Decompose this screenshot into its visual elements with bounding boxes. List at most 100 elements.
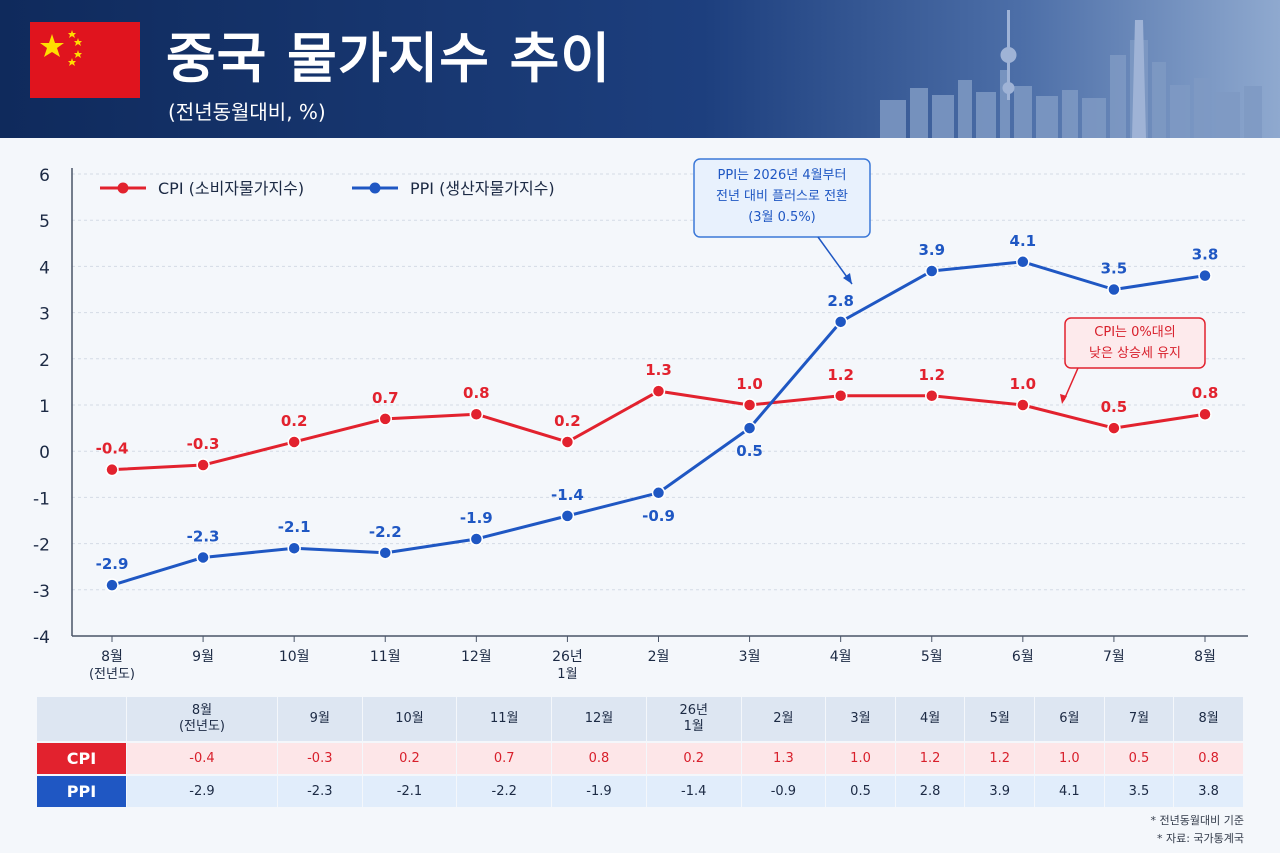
table-header-text: 6월 [1059,711,1080,726]
y-tick-label: 0 [39,443,50,463]
y-tick-label: -1 [33,489,50,509]
data-point-ppi [196,550,210,565]
table-header-text: 7월 [1128,711,1150,726]
data-point-cpi [1107,421,1121,435]
legend: CPI (소비자물가지수) PPI (생산자물가지수) [100,179,555,198]
table-cell: 0.5 [826,774,896,807]
x-tick-label: 8월 [1194,649,1216,665]
table-cell: 2.8 [895,774,966,807]
annotation-arrowhead-ppi [843,273,852,284]
table-cell: 1.2 [965,741,1036,774]
annotation-arrowhead-cpi [1060,394,1067,404]
table-header-cell: 7월 [1104,697,1175,741]
footnote-source: * 자료: 국가통계국 [1156,832,1244,845]
data-label-cpi: 1.3 [645,361,672,379]
data-label-ppi: 4.1 [1010,232,1037,250]
table-row: CPI -0.4 -0.3 0.2 0.7 0.8 0.2 1.3 1.0 1.2 1.2 1.0 0.… [37,741,1244,774]
data-point-cpi [833,389,848,403]
x-tick-label: 9월 [192,649,214,665]
table-cell: 0.2 [646,741,742,774]
data-label-ppi: -1.9 [460,509,493,527]
data-point-cpi [287,435,301,449]
data-label-ppi: -2.1 [278,518,311,536]
data-label-ppi: 3.9 [918,241,945,259]
table-cell: 0.8 [552,741,647,774]
data-label-cpi: 0.2 [554,412,581,430]
table-row-label: CPI [37,741,127,774]
x-tick-label: 7월 [1103,649,1125,665]
data-point-cpi [1198,407,1212,421]
data-point-cpi [378,412,392,426]
data-label-ppi: -2.9 [96,555,129,573]
table-cell: 0.8 [1174,741,1244,774]
annotation-text-ppi: PPI는 2026년 4월부터 [718,168,847,183]
data-label-cpi: 0.8 [1192,384,1219,402]
table-header-text: 5월 [989,711,1010,726]
table-header-text: (전년도) [178,719,225,734]
data-label-cpi: 1.0 [1010,375,1037,393]
table-cell: -0.4 [127,741,278,774]
footnotes: * 전년동월대비 기준 * 자료: 국가통계국 [1151,812,1244,848]
table-cell: -1.4 [646,774,742,807]
data-point-ppi [378,546,392,560]
y-tick-label: 1 [39,397,50,417]
data-point-ppi [833,315,848,329]
x-tick-label: 3월 [739,649,761,665]
x-tick-label: 10월 [279,649,310,665]
table-header-text: 11월 [489,711,519,726]
y-tick-label: -2 [33,536,50,556]
data-label-ppi: -2.3 [187,527,220,545]
data-label-ppi: -1.4 [551,486,584,504]
data-label-cpi: -0.4 [96,440,129,458]
data-point-cpi [1016,398,1030,412]
table-header-cell: 26년 1월 [646,697,742,741]
data-label-cpi: 0.7 [372,389,399,407]
table-header-cell: 3월 [826,697,896,741]
data-point-cpi [196,458,210,472]
footnote-basis: * 전년동월대비 기준 [1150,814,1244,827]
table-header-cell: 8월 (전년도) [127,697,278,741]
table-cell: 1.0 [826,741,896,774]
legend-marker-cpi [117,182,129,194]
y-tick-label: -3 [33,582,50,602]
x-tick-labels: 8월 (전년도) 9월 10월 11월 12월 26년 1월 2월 3월 4월 5월 6월 7월 8월 [89,649,1216,682]
data-label-cpi: 1.2 [827,366,854,384]
china-flag-icon [30,22,140,98]
data-point-ppi [105,578,119,592]
table-header-text: 12월 [584,711,614,726]
table-header-cell: 4월 [895,697,966,741]
data-point-ppi [651,486,666,500]
x-tick-label: 11월 [370,649,401,665]
x-tick-label: 6월 [1012,649,1034,665]
line-chart: 6 5 4 3 2 1 0 -1 -2 -3 -4 8월 (전년도) 9월 10월 11월 12월 26년 1월 2… [33,158,1248,682]
data-point-ppi [925,264,939,278]
data-label-cpi: 0.2 [281,412,308,430]
table-header-text: 8월 [191,703,213,718]
table-header-cell: 2월 [741,697,827,741]
table-header-text: 4월 [920,711,941,726]
table-header-cell: 9월 [277,697,363,741]
series-line-ppi [111,260,1206,587]
table-header-text: 2월 [773,711,794,726]
table-cell: 1.0 [1035,741,1105,774]
data-point-cpi [105,462,119,477]
data-point-cpi [469,407,484,421]
table-header-cell: 11월 [457,697,553,741]
table-header-text: 26년 [679,703,708,718]
table-cell: -2.9 [127,774,278,807]
y-tick-labels: 6 5 4 3 2 1 0 -1 -2 -3 -4 [33,166,50,648]
data-point-ppi [742,421,757,435]
x-tick-label: 2월 [648,649,670,665]
axes [71,168,1248,642]
y-tick-label: 3 [39,305,50,325]
grid-lines [72,173,1248,637]
table-header-text: 8월 [1198,711,1219,726]
data-point-ppi [560,509,575,523]
table-row-label: PPI [37,774,127,807]
table-header-text: 10월 [395,711,424,726]
annotation-text-cpi: CPI는 0%대의 [1094,325,1175,340]
data-label-cpi: 0.8 [463,384,490,402]
data-label-ppi: 2.8 [827,292,854,310]
table-cell: -2.3 [277,774,363,807]
legend-label-cpi: CPI (소비자물가지수) [158,179,304,198]
